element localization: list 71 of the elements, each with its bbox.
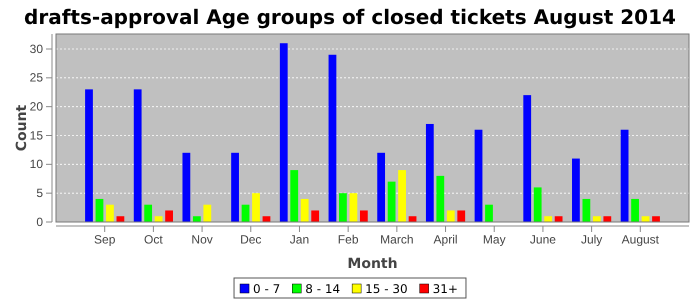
y-tick-label: 0	[36, 214, 44, 229]
bar	[262, 216, 270, 222]
y-tick-label: 25	[30, 70, 44, 85]
y-tick-label: 30	[30, 42, 44, 56]
bar	[631, 198, 639, 222]
bar	[544, 216, 552, 222]
bar	[426, 124, 434, 222]
x-tick-label: March	[380, 232, 414, 247]
bar	[485, 204, 493, 222]
bar	[642, 216, 650, 222]
bar	[603, 216, 612, 222]
legend-label: 8 - 14	[305, 282, 340, 296]
y-tick-label: 5	[36, 186, 44, 200]
bar	[652, 216, 660, 222]
x-tick-label: Feb	[338, 232, 359, 247]
bar	[398, 170, 406, 222]
bar	[154, 216, 163, 222]
bar	[349, 193, 358, 222]
x-tick-label: Nov	[191, 232, 213, 247]
bar	[446, 210, 455, 222]
bar	[144, 204, 152, 222]
bar	[474, 130, 482, 222]
bar	[85, 89, 93, 222]
bar	[300, 198, 309, 222]
bar	[339, 193, 347, 222]
x-tick-label: July	[580, 232, 602, 247]
y-tick-label: 15	[30, 128, 44, 142]
bar	[408, 216, 416, 222]
x-axis-title: Month	[347, 256, 398, 272]
bar	[192, 216, 201, 222]
bar	[523, 95, 532, 222]
bar	[572, 158, 580, 222]
x-tick-label: Jan	[290, 232, 310, 247]
legend-label: 31+	[432, 282, 458, 296]
x-tick-label: June	[530, 232, 556, 247]
bar	[165, 210, 173, 222]
bar	[231, 152, 239, 222]
bar	[328, 54, 336, 222]
bar	[182, 152, 190, 222]
bar	[311, 210, 320, 222]
bar	[242, 204, 250, 222]
bar	[360, 210, 368, 222]
bar	[388, 182, 396, 222]
bar	[534, 187, 542, 222]
x-tick-label: May	[482, 232, 506, 247]
y-axis-title: Count	[14, 104, 30, 152]
bar	[457, 210, 466, 222]
legend-label: 0 - 7	[253, 282, 280, 296]
bar	[203, 204, 212, 222]
y-tick-label: 10	[30, 157, 44, 172]
bar	[290, 170, 298, 222]
bar	[554, 216, 563, 222]
x-tick-label: Dec	[240, 232, 262, 247]
bar	[106, 204, 114, 222]
bar	[280, 43, 288, 222]
bar	[582, 198, 590, 222]
legend-label: 15 - 30	[365, 282, 408, 296]
x-tick-label: Oct	[144, 232, 164, 247]
bar	[252, 193, 260, 222]
bar	[620, 130, 628, 222]
x-tick-label: Sep	[94, 232, 116, 247]
x-tick-label: April	[434, 232, 458, 247]
bar	[134, 89, 142, 222]
bar	[377, 152, 386, 222]
chart-title: drafts-approval Age groups of closed tickets August 2014	[24, 5, 676, 29]
bar	[116, 216, 124, 222]
bar	[592, 216, 601, 222]
x-tick-label: August	[622, 232, 660, 247]
y-tick-label: 20	[30, 100, 44, 114]
bar	[436, 176, 444, 222]
bar	[96, 198, 104, 222]
